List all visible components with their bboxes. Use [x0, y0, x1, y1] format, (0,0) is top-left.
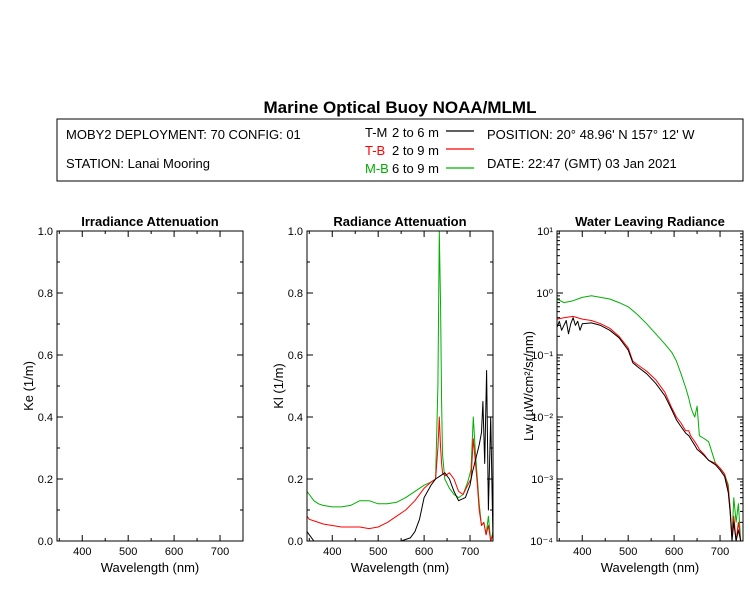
- radiance-y-axis-label: Kl (1/m): [271, 363, 286, 409]
- water-leaving-y-tick-label-3: 10⁻¹: [531, 350, 553, 362]
- water-leaving-x-axis-label: Wavelength (nm): [601, 560, 700, 575]
- radiance-x-tick-label-700: 700: [461, 546, 479, 558]
- water-leaving-series-line-1: [557, 315, 742, 541]
- date-text: DATE: 22:47 (GMT) 03 Jan 2021: [487, 156, 677, 171]
- irradiance-x-tick-label-600: 600: [165, 546, 183, 558]
- water-leaving-series-line-0: [557, 295, 742, 541]
- legend-key-t-b: T-B: [365, 143, 385, 158]
- water-leaving-y-tick-label-5: 10¹: [537, 226, 553, 238]
- water-leaving-y-tick-label-4: 10⁰: [536, 288, 553, 300]
- radiance-y-tick-label-1: 0.2: [288, 474, 303, 486]
- legend-entry-t-b: T-B 2 to 9 m: [365, 143, 474, 158]
- irradiance-x-tick-label-400: 400: [73, 546, 91, 558]
- irradiance-x-tick-label-500: 500: [119, 546, 137, 558]
- position-text: POSITION: 20° 48.96' N 157° 12' W: [487, 127, 695, 142]
- radiance-y-tick-label-3: 0.6: [288, 350, 303, 362]
- water-leaving-series-line-2: [557, 317, 742, 541]
- irradiance-y-tick-label-5: 1.0: [38, 226, 53, 238]
- irradiance-plot-frame: [56, 230, 244, 542]
- legend-key-t-m: T-M: [365, 125, 387, 140]
- water-leaving-y-tick-label-1: 10⁻³: [531, 474, 553, 486]
- radiance-panel-title: Radiance Attenuation: [333, 214, 466, 229]
- radiance-y-tick-label-4: 0.8: [288, 288, 303, 300]
- radiance-series-line-1: [307, 416, 493, 541]
- figure-title: Marine Optical Buoy NOAA/MLML: [264, 98, 537, 117]
- radiance-y-tick-label-2: 0.4: [288, 412, 303, 424]
- radiance-y-tick-label-0: 0.0: [288, 536, 303, 548]
- irradiance-x-axis-label: Wavelength (nm): [101, 560, 200, 575]
- radiance-x-tick-label-600: 600: [415, 546, 433, 558]
- legend-desc-m-b: 6 to 9 m: [392, 161, 439, 176]
- irradiance-y-axis-label: Ke (1/m): [21, 361, 36, 411]
- radiance-x-tick-label-400: 400: [323, 546, 341, 558]
- deployment-text: MOBY2 DEPLOYMENT: 70 CONFIG: 01: [66, 127, 301, 142]
- radiance-attenuation-panel: 400 500 600 700 0.0 0.2 0.4 0.6 0.8 1.0 Radiance A…: [271, 214, 494, 575]
- water-leaving-x-tick-label-500: 500: [619, 546, 637, 558]
- radiance-y-tick-label-5: 1.0: [288, 226, 303, 238]
- radiance-plot-frame: [306, 230, 494, 542]
- legend-desc-t-b: 2 to 9 m: [392, 143, 439, 158]
- irradiance-x-tick-label-700: 700: [211, 546, 229, 558]
- irradiance-y-tick-label-1: 0.2: [38, 474, 53, 486]
- radiance-x-axis-label: Wavelength (nm): [351, 560, 450, 575]
- water-leaving-y-axis-label: Lw (µW/cm²/sr/nm): [521, 331, 536, 441]
- water-leaving-x-tick-label-600: 600: [665, 546, 683, 558]
- info-box: [56, 118, 744, 182]
- water-leaving-x-tick-label-400: 400: [573, 546, 591, 558]
- water-leaving-plot-frame: [556, 230, 744, 542]
- water-leaving-radiance-panel: 400 500 600 700 10⁻⁴ 10⁻³ 10⁻² 10⁻¹ 10⁰ 10¹ Water …: [521, 214, 744, 575]
- irradiance-y-tick-label-3: 0.6: [38, 350, 53, 362]
- legend: T-M 2 to 6 m T-B 2 to 9 m M-B 6 to 9 m: [365, 125, 474, 176]
- station-text: STATION: Lanai Mooring: [66, 156, 210, 171]
- irradiance-y-tick-label-2: 0.4: [38, 412, 53, 424]
- legend-entry-m-b: M-B 6 to 9 m: [365, 161, 474, 176]
- legend-key-m-b: M-B: [365, 161, 389, 176]
- water-leaving-y-tick-label-0: 10⁻⁴: [530, 536, 553, 548]
- radiance-series-line-0: [307, 231, 493, 541]
- water-leaving-y-tick-label-2: 10⁻²: [531, 412, 553, 424]
- irradiance-y-tick-label-0: 0.0: [38, 536, 53, 548]
- irradiance-panel-title: Irradiance Attenuation: [81, 214, 219, 229]
- legend-entry-t-m: T-M 2 to 6 m: [365, 125, 474, 140]
- radiance-x-tick-label-500: 500: [369, 546, 387, 558]
- irradiance-attenuation-panel: 400 500 600 700 0.0 0.2 0.4 0.6 0.8 1.0 Irradiance…: [21, 214, 244, 575]
- radiance-series-line-2: [307, 370, 493, 541]
- water-leaving-panel-title: Water Leaving Radiance: [575, 214, 725, 229]
- water-leaving-x-tick-label-700: 700: [711, 546, 729, 558]
- legend-desc-t-m: 2 to 6 m: [392, 125, 439, 140]
- irradiance-y-tick-label-4: 0.8: [38, 288, 53, 300]
